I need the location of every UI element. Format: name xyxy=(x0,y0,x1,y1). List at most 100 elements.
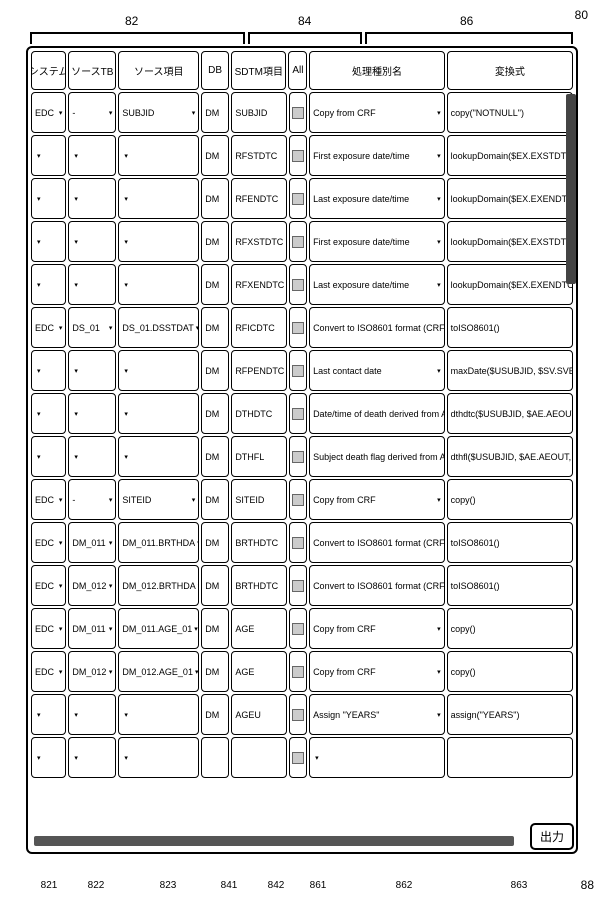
bracket-label-86: 86 xyxy=(460,14,473,28)
conv-expr-cell: dthdtc($USUBJID, $AE.AEOUT, "FATAL", $A xyxy=(447,393,573,434)
source-tb-dropdown[interactable]: DM_012 xyxy=(68,565,116,606)
system-dropdown[interactable]: EDC xyxy=(31,307,66,348)
source-tb-dropdown[interactable]: DS_01 xyxy=(68,307,116,348)
source-item-dropdown[interactable] xyxy=(118,178,199,219)
system-dropdown[interactable]: EDC xyxy=(31,92,66,133)
conv-expr-cell xyxy=(447,737,573,778)
system-dropdown[interactable] xyxy=(31,694,66,735)
source-tb-dropdown[interactable] xyxy=(68,694,116,735)
system-dropdown[interactable]: EDC xyxy=(31,565,66,606)
source-item-dropdown[interactable]: DS_01.DSSTDAT xyxy=(118,307,199,348)
proc-name-dropdown[interactable]: Copy from CRF xyxy=(309,651,445,692)
horizontal-scrollbar[interactable] xyxy=(34,836,514,846)
db-cell: DM xyxy=(201,651,229,692)
proc-name-dropdown[interactable]: Convert to ISO8601 format (CRF) xyxy=(309,565,445,606)
proc-name-dropdown[interactable]: Copy from CRF xyxy=(309,479,445,520)
row-checkbox[interactable] xyxy=(289,135,307,176)
system-dropdown[interactable] xyxy=(31,737,66,778)
source-tb-dropdown[interactable] xyxy=(68,135,116,176)
source-tb-dropdown[interactable] xyxy=(68,436,116,477)
system-dropdown[interactable]: EDC xyxy=(31,651,66,692)
row-checkbox[interactable] xyxy=(289,737,307,778)
source-item-dropdown[interactable]: DM_011.AGE_01 xyxy=(118,608,199,649)
source-item-dropdown[interactable] xyxy=(118,264,199,305)
proc-name-dropdown[interactable]: Subject death flag derived from AE, DD a… xyxy=(309,436,445,477)
source-tb-dropdown[interactable]: - xyxy=(68,92,116,133)
source-tb-dropdown[interactable]: - xyxy=(68,479,116,520)
row-checkbox[interactable] xyxy=(289,307,307,348)
proc-name-dropdown[interactable]: Convert to ISO8601 format (CRF) xyxy=(309,307,445,348)
source-item-dropdown[interactable] xyxy=(118,737,199,778)
source-item-dropdown[interactable] xyxy=(118,135,199,176)
vertical-scrollbar[interactable] xyxy=(566,94,576,284)
row-checkbox[interactable] xyxy=(289,221,307,262)
row-checkbox[interactable] xyxy=(289,436,307,477)
source-item-dropdown[interactable] xyxy=(118,393,199,434)
source-tb-dropdown[interactable] xyxy=(68,350,116,391)
db-cell: DM xyxy=(201,350,229,391)
colref-842: 842 xyxy=(246,880,306,898)
proc-name-dropdown[interactable]: Copy from CRF xyxy=(309,92,445,133)
proc-name-dropdown[interactable]: Last exposure date/time xyxy=(309,264,445,305)
checkbox-icon xyxy=(292,365,304,377)
system-dropdown[interactable]: EDC xyxy=(31,608,66,649)
proc-name-dropdown[interactable]: First exposure date/time xyxy=(309,221,445,262)
table-row: DMRFXENDTCLast exposure date/timelookupD… xyxy=(31,264,573,305)
row-checkbox[interactable] xyxy=(289,694,307,735)
system-dropdown[interactable] xyxy=(31,350,66,391)
system-dropdown[interactable] xyxy=(31,436,66,477)
proc-name-dropdown[interactable]: Last contact date xyxy=(309,350,445,391)
proc-name-dropdown[interactable]: Assign "YEARS" xyxy=(309,694,445,735)
system-dropdown[interactable] xyxy=(31,264,66,305)
system-dropdown[interactable] xyxy=(31,178,66,219)
checkbox-icon xyxy=(292,236,304,248)
row-checkbox[interactable] xyxy=(289,178,307,219)
source-item-dropdown[interactable]: DM_011.BRTHDA xyxy=(118,522,199,563)
row-checkbox[interactable] xyxy=(289,92,307,133)
source-tb-dropdown[interactable] xyxy=(68,393,116,434)
row-checkbox[interactable] xyxy=(289,479,307,520)
system-dropdown[interactable]: EDC xyxy=(31,522,66,563)
colref-863: 863 xyxy=(480,880,558,898)
proc-name-dropdown[interactable]: Convert to ISO8601 format (CRF) xyxy=(309,522,445,563)
source-item-dropdown[interactable] xyxy=(118,350,199,391)
system-dropdown[interactable]: EDC xyxy=(31,479,66,520)
row-checkbox[interactable] xyxy=(289,608,307,649)
row-checkbox[interactable] xyxy=(289,651,307,692)
source-tb-dropdown[interactable]: DM_011 xyxy=(68,522,116,563)
system-dropdown[interactable] xyxy=(31,135,66,176)
proc-name-dropdown[interactable] xyxy=(309,737,445,778)
source-item-dropdown[interactable] xyxy=(118,221,199,262)
row-checkbox[interactable] xyxy=(289,393,307,434)
source-item-dropdown[interactable] xyxy=(118,436,199,477)
proc-name-dropdown[interactable]: Last exposure date/time xyxy=(309,178,445,219)
row-checkbox[interactable] xyxy=(289,350,307,391)
system-dropdown[interactable] xyxy=(31,221,66,262)
table-row: EDC-SUBJIDDMSUBJIDCopy from CRFcopy("NOT… xyxy=(31,92,573,133)
proc-name-dropdown[interactable]: First exposure date/time xyxy=(309,135,445,176)
proc-name-dropdown[interactable]: Copy from CRF xyxy=(309,608,445,649)
source-item-dropdown[interactable]: DM_012.BRTHDA xyxy=(118,565,199,606)
source-item-dropdown[interactable] xyxy=(118,694,199,735)
conv-expr-cell: copy() xyxy=(447,608,573,649)
db-cell: DM xyxy=(201,694,229,735)
row-checkbox[interactable] xyxy=(289,522,307,563)
source-item-dropdown[interactable]: DM_012.AGE_01 xyxy=(118,651,199,692)
source-tb-dropdown[interactable]: DM_011 xyxy=(68,608,116,649)
column-ref-labels: 821 822 823 841 842 861 862 863 xyxy=(30,880,576,898)
row-checkbox[interactable] xyxy=(289,565,307,606)
system-dropdown[interactable] xyxy=(31,393,66,434)
output-button[interactable]: 出力 xyxy=(530,823,574,850)
proc-name-dropdown[interactable]: Date/time of death derived from AE and D xyxy=(309,393,445,434)
source-item-dropdown[interactable]: SUBJID xyxy=(118,92,199,133)
source-item-dropdown[interactable]: SITEID xyxy=(118,479,199,520)
db-cell xyxy=(201,737,229,778)
source-tb-dropdown[interactable]: DM_012 xyxy=(68,651,116,692)
row-checkbox[interactable] xyxy=(289,264,307,305)
source-tb-dropdown[interactable] xyxy=(68,178,116,219)
source-tb-dropdown[interactable] xyxy=(68,264,116,305)
mapping-panel: システム ソースTB ソース項目 DB SDTM項目 All 処理種別名 変換式… xyxy=(26,46,578,854)
colref-823: 823 xyxy=(124,880,212,898)
source-tb-dropdown[interactable] xyxy=(68,221,116,262)
source-tb-dropdown[interactable] xyxy=(68,737,116,778)
